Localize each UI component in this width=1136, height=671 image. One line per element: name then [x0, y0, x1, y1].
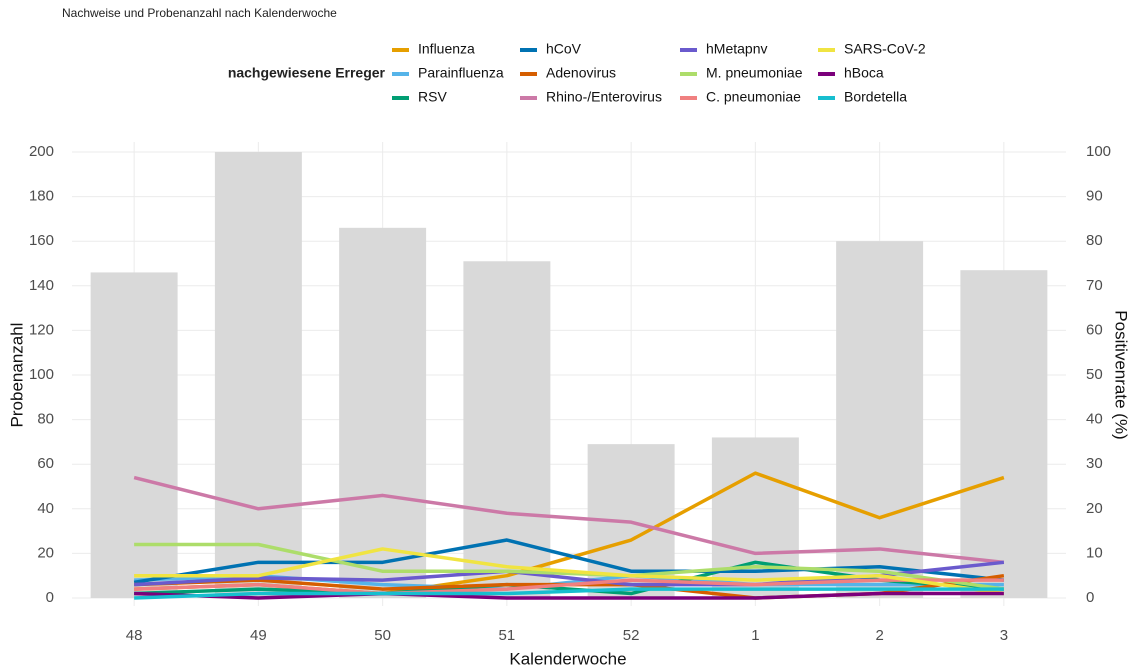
- y2-tick-label: 20: [1086, 500, 1103, 517]
- legend-label: RSV: [418, 89, 447, 105]
- line: [134, 547, 1005, 596]
- y-tick-label: 0: [46, 589, 54, 606]
- legend-label: M. pneumoniae: [706, 65, 803, 81]
- legend-label: C. pneumoniae: [706, 89, 801, 105]
- legend-label: Rhino-/Enterovirus: [546, 89, 662, 105]
- bar: [960, 270, 1048, 598]
- line: [134, 587, 1004, 600]
- legend-label: Influenza: [418, 41, 475, 57]
- y2-tick-label: 10: [1086, 544, 1103, 561]
- line: [133, 475, 1005, 565]
- line: [134, 578, 1004, 596]
- y2-tick-label: 40: [1086, 411, 1103, 428]
- bar: [339, 227, 427, 598]
- legend-label: hMetapnv: [706, 41, 767, 57]
- x-tick-label: 1: [751, 627, 759, 644]
- y-tick-label: 80: [37, 411, 54, 428]
- y2-tick-label: 90: [1086, 188, 1103, 205]
- bar: [214, 152, 302, 598]
- bar: [836, 241, 924, 598]
- y-tick-label: 20: [37, 544, 54, 561]
- y2-tick-label: 30: [1086, 455, 1103, 472]
- legend-label: Adenovirus: [546, 65, 616, 81]
- bar: [90, 272, 178, 598]
- legend-label: Parainfluenza: [418, 65, 504, 81]
- x-tick-label: 52: [623, 627, 640, 644]
- legend-label: SARS-CoV-2: [844, 41, 926, 57]
- x-tick-label: 3: [1000, 627, 1008, 644]
- y2-tick-label: 70: [1086, 277, 1103, 294]
- legend-title: nachgewiesene Erreger: [228, 65, 386, 81]
- y-tick-label: 180: [29, 188, 54, 205]
- y2-tick-label: 100: [1086, 143, 1111, 160]
- legend-label: Bordetella: [844, 89, 907, 105]
- y2-axis-title: Positivenrate (%): [1112, 310, 1131, 439]
- legend-label: hBoca: [844, 65, 884, 81]
- line: [134, 591, 1004, 600]
- y2-tick-label: 0: [1086, 589, 1094, 606]
- y2-tick-label: 80: [1086, 232, 1103, 249]
- y2-tick-label: 50: [1086, 366, 1103, 383]
- legend-label: hCoV: [546, 41, 582, 57]
- y-tick-label: 120: [29, 321, 54, 338]
- chart-title: Nachweise und Probenanzahl nach Kalender…: [62, 6, 337, 20]
- y2-tick-label: 60: [1086, 321, 1103, 338]
- x-axis-title: Kalenderwoche: [509, 649, 626, 668]
- x-tick-label: 2: [875, 627, 883, 644]
- y-tick-label: 60: [37, 455, 54, 472]
- y-tick-label: 40: [37, 500, 54, 517]
- y-tick-label: 100: [29, 366, 54, 383]
- y-axis-title: Probenanzahl: [7, 323, 26, 428]
- x-tick-label: 49: [250, 627, 267, 644]
- bar: [463, 261, 551, 598]
- line: [133, 538, 1005, 585]
- x-tick-label: 51: [499, 627, 516, 644]
- y-tick-label: 140: [29, 277, 54, 294]
- y-tick-label: 200: [29, 143, 54, 160]
- x-tick-label: 50: [374, 627, 391, 644]
- line: [134, 542, 1005, 591]
- bar: [711, 437, 799, 598]
- y-tick-label: 160: [29, 232, 54, 249]
- x-tick-label: 48: [126, 627, 143, 644]
